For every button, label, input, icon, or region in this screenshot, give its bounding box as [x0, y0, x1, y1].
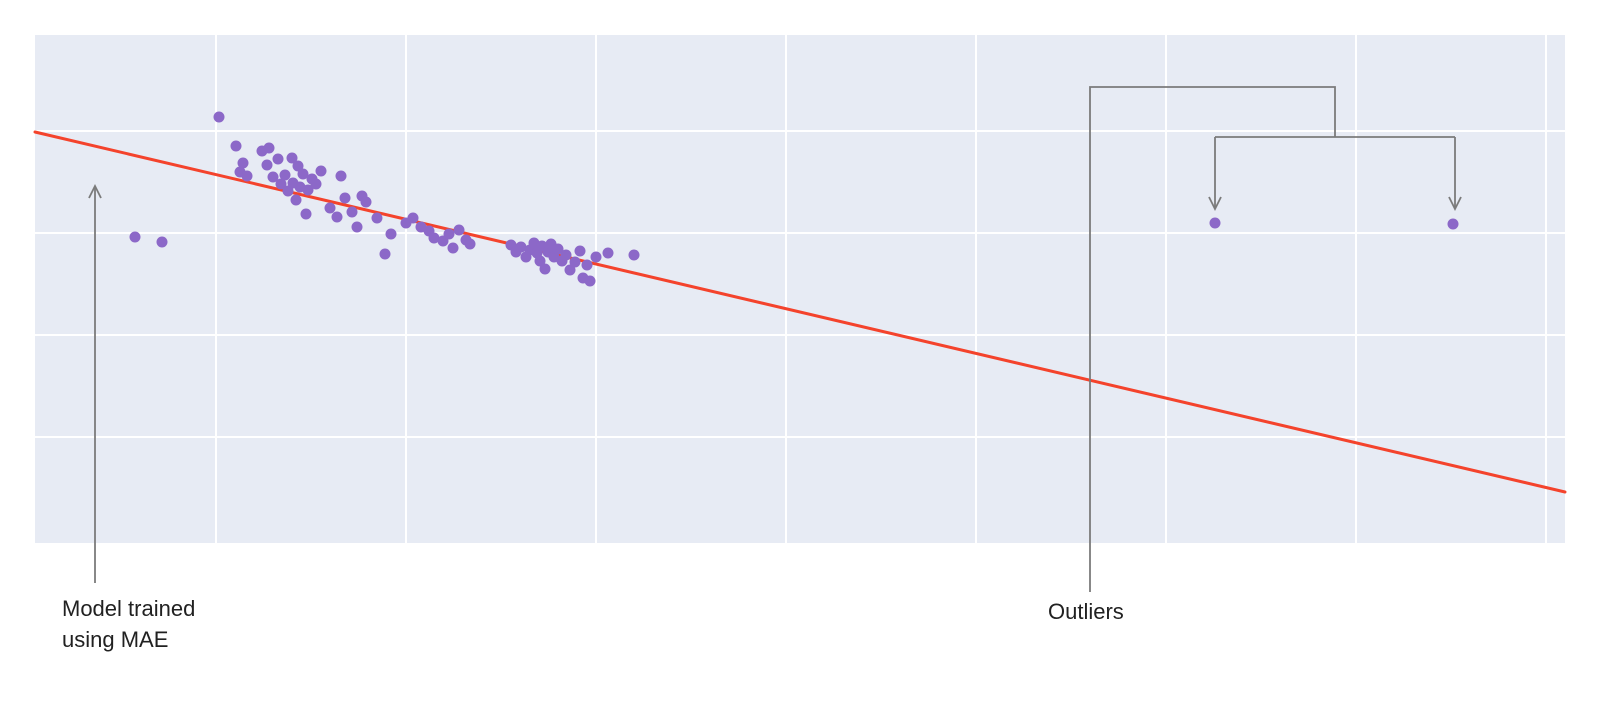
data-point: [286, 152, 298, 164]
annotation-outliers-label: Outliers: [1048, 599, 1124, 624]
data-point: [302, 184, 314, 196]
data-point: [310, 178, 322, 190]
annotation-model-mae-line2: using MAE: [62, 626, 169, 652]
data-point: [428, 232, 440, 244]
data-point: [628, 249, 640, 261]
mae-arrow-head: [88, 183, 102, 199]
data-point: [339, 192, 351, 204]
data-point: [515, 241, 527, 253]
data-point: [564, 264, 576, 276]
outlier-arrow-right-head: [1448, 196, 1462, 212]
data-point: [263, 142, 275, 154]
data-point: [261, 159, 273, 171]
annotation-model-mae-label: Model trained using MAE: [62, 594, 195, 656]
data-point: [539, 263, 551, 275]
data-point: [574, 245, 586, 257]
data-point: [331, 211, 343, 223]
data-point: [315, 165, 327, 177]
data-point: [351, 221, 363, 233]
data-point: [360, 196, 372, 208]
data-point: [156, 236, 168, 248]
data-point: [241, 170, 253, 182]
data-point: [297, 168, 309, 180]
data-point: [292, 160, 304, 172]
data-point: [275, 178, 287, 190]
data-point: [324, 202, 336, 214]
data-point: [230, 140, 242, 152]
data-point: [379, 248, 391, 260]
data-point: [443, 228, 455, 240]
data-point: [371, 212, 383, 224]
data-point: [552, 243, 564, 255]
outliers-connector-line: [1089, 86, 1336, 592]
data-point: [569, 256, 581, 268]
data-point: [407, 212, 419, 224]
data-point: [279, 169, 291, 181]
data-point: [534, 255, 546, 267]
data-point: [237, 157, 249, 169]
data-point: [560, 249, 572, 261]
data-point: [213, 111, 225, 123]
data-point: [464, 238, 476, 250]
data-point: [385, 228, 397, 240]
data-point: [300, 208, 312, 220]
plot-background: [35, 35, 1565, 543]
annotation-model-mae-line1: Model trained: [62, 596, 196, 621]
data-point: [335, 170, 347, 182]
data-point: [129, 231, 141, 243]
data-point: [267, 171, 279, 183]
data-point: [272, 153, 284, 165]
data-point: [584, 275, 596, 287]
outlier-point: [1209, 217, 1221, 229]
data-point: [581, 259, 593, 271]
outlier-arrow-left-head: [1208, 196, 1222, 212]
data-point: [447, 242, 459, 254]
data-point: [282, 185, 294, 197]
data-point: [290, 194, 302, 206]
data-point: [453, 224, 465, 236]
data-point: [346, 206, 358, 218]
data-point: [590, 251, 602, 263]
data-point: [602, 247, 614, 259]
outlier-point: [1447, 218, 1459, 230]
